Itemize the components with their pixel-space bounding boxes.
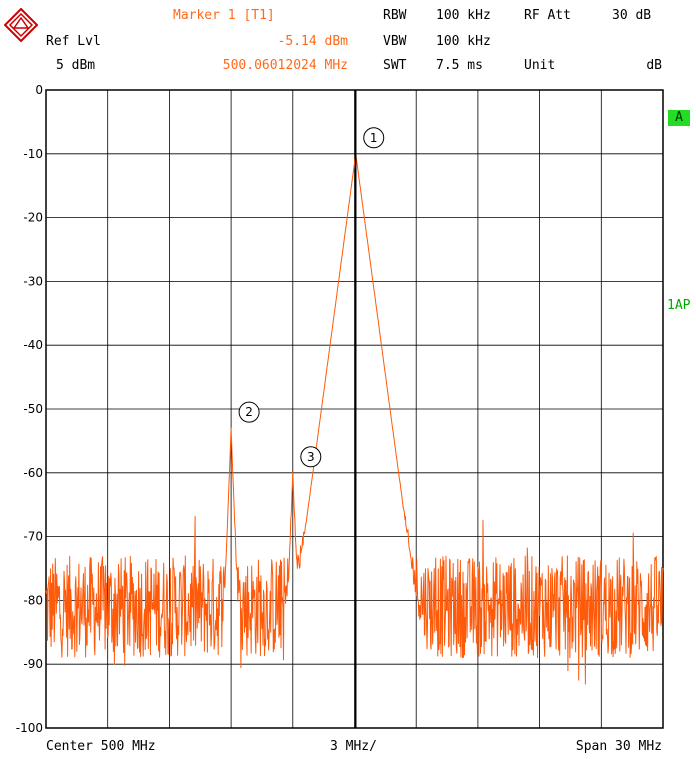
marker-symbols: 1 2 3 — [238, 127, 385, 468]
unit-label: Unit — [524, 58, 556, 73]
marker-2-circle — [238, 401, 260, 423]
marker-3-label: 3 — [307, 450, 315, 464]
y-tick-label: -80 — [23, 593, 43, 607]
y-tick-label: -20 — [23, 211, 43, 225]
marker-1-circle — [363, 127, 385, 149]
y-tick-label: -90 — [23, 657, 43, 671]
frequency-per-division: 3 MHz/ — [330, 739, 377, 754]
vbw-label: VBW — [383, 34, 407, 49]
marker-frequency: 500.06012024 MHz — [222, 58, 348, 73]
marker-3-circle — [300, 446, 322, 468]
rf-att-label: RF Att — [524, 8, 571, 23]
marker-2-label: 2 — [245, 405, 253, 419]
y-tick-label: -60 — [23, 466, 43, 480]
ref-level-label: Ref Lvl — [46, 34, 101, 49]
ref-level-value: 5 dBm — [56, 58, 96, 73]
rohde-schwarz-logo — [4, 8, 38, 42]
y-tick-label: -100 — [16, 721, 43, 735]
center-frequency-label: Center 500 MHz — [46, 739, 156, 754]
rbw-value: 100 kHz — [436, 8, 491, 23]
y-tick-label: -10 — [23, 147, 43, 161]
swt-label: SWT — [383, 58, 407, 73]
marker-label: Marker 1 [T1] — [173, 8, 275, 23]
trace-a-badge: A — [668, 110, 690, 126]
spectrum-trace — [45, 154, 664, 685]
rf-att-value: 30 dB — [612, 8, 652, 23]
y-tick-label: -50 — [23, 402, 43, 416]
marker-level: -5.14 dBm — [277, 34, 348, 49]
y-tick-labels: 0 -10 -20 -30 -40 -50 -60 -70 -80 -90 -100 — [16, 83, 43, 735]
y-tick-label: -30 — [23, 274, 43, 288]
marker-1-label: 1 — [370, 131, 378, 145]
vbw-value: 100 kHz — [436, 34, 491, 49]
rbw-label: RBW — [383, 8, 407, 23]
y-tick-label: -70 — [23, 530, 43, 544]
y-tick-label: -40 — [23, 338, 43, 352]
span-label: Span 30 MHz — [575, 739, 662, 754]
detector-label: 1AP — [667, 298, 691, 313]
unit-value: dB — [646, 58, 662, 73]
swt-value: 7.5 ms — [436, 58, 483, 73]
y-tick-label: 0 — [35, 83, 43, 97]
